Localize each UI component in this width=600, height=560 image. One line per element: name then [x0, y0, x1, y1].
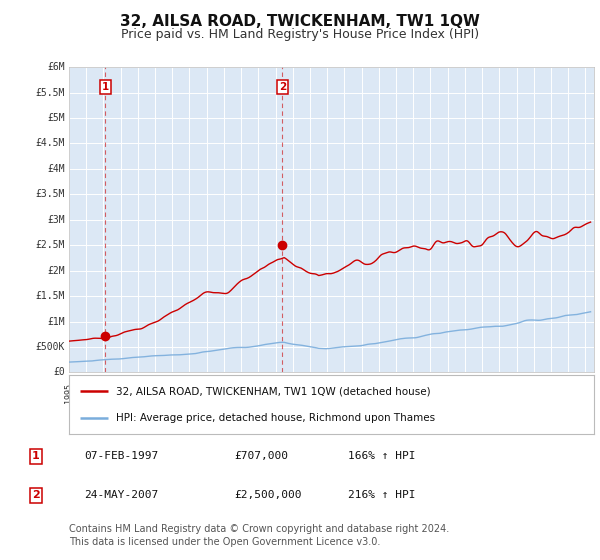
Text: 2009: 2009: [305, 383, 314, 403]
Text: 2021: 2021: [512, 383, 521, 403]
Text: 2024: 2024: [563, 383, 572, 403]
Text: 166% ↑ HPI: 166% ↑ HPI: [348, 451, 415, 461]
Text: 2011: 2011: [340, 383, 349, 403]
Text: 2010: 2010: [323, 383, 332, 403]
Text: 2019: 2019: [478, 383, 487, 403]
Text: Price paid vs. HM Land Registry's House Price Index (HPI): Price paid vs. HM Land Registry's House …: [121, 28, 479, 41]
Text: 1: 1: [32, 451, 40, 461]
Text: £1.5M: £1.5M: [35, 291, 65, 301]
Text: 2006: 2006: [254, 383, 263, 403]
Text: 216% ↑ HPI: 216% ↑ HPI: [348, 490, 415, 500]
Text: 2023: 2023: [547, 383, 556, 403]
Text: £500K: £500K: [35, 342, 65, 352]
Text: 1999: 1999: [133, 383, 142, 403]
Text: 24-MAY-2007: 24-MAY-2007: [84, 490, 158, 500]
Text: 2000: 2000: [151, 383, 160, 403]
Text: 2001: 2001: [168, 383, 177, 403]
Text: 1997: 1997: [99, 383, 108, 403]
Text: 2013: 2013: [374, 383, 383, 403]
Text: 32, AILSA ROAD, TWICKENHAM, TW1 1QW (detached house): 32, AILSA ROAD, TWICKENHAM, TW1 1QW (det…: [116, 386, 431, 396]
Text: 2018: 2018: [460, 383, 469, 403]
Text: £5M: £5M: [47, 113, 65, 123]
Text: 2016: 2016: [426, 383, 435, 403]
Text: 2005: 2005: [236, 383, 245, 403]
Text: £1M: £1M: [47, 316, 65, 326]
Text: 2008: 2008: [288, 383, 297, 403]
Text: 2020: 2020: [495, 383, 504, 403]
Text: Contains HM Land Registry data © Crown copyright and database right 2024.
This d: Contains HM Land Registry data © Crown c…: [69, 524, 449, 547]
Text: £4M: £4M: [47, 164, 65, 174]
Text: £2M: £2M: [47, 265, 65, 276]
Text: 32, AILSA ROAD, TWICKENHAM, TW1 1QW: 32, AILSA ROAD, TWICKENHAM, TW1 1QW: [120, 14, 480, 29]
Text: £3.5M: £3.5M: [35, 189, 65, 199]
Text: 1998: 1998: [116, 383, 125, 403]
Text: 2015: 2015: [409, 383, 418, 403]
Text: 2025: 2025: [581, 383, 590, 403]
Text: 07-FEB-1997: 07-FEB-1997: [84, 451, 158, 461]
Text: 2017: 2017: [443, 383, 452, 403]
Text: £2.5M: £2.5M: [35, 240, 65, 250]
Text: 1995: 1995: [65, 383, 74, 403]
Text: 2004: 2004: [220, 383, 229, 403]
Text: 1996: 1996: [82, 383, 91, 403]
Text: 2002: 2002: [185, 383, 194, 403]
Text: £6M: £6M: [47, 62, 65, 72]
Text: 2014: 2014: [392, 383, 401, 403]
Text: £4.5M: £4.5M: [35, 138, 65, 148]
Text: 2012: 2012: [357, 383, 366, 403]
Text: 2003: 2003: [202, 383, 211, 403]
Text: £707,000: £707,000: [234, 451, 288, 461]
Text: £3M: £3M: [47, 215, 65, 225]
Text: HPI: Average price, detached house, Richmond upon Thames: HPI: Average price, detached house, Rich…: [116, 413, 436, 423]
Text: 2022: 2022: [529, 383, 538, 403]
Text: 2007: 2007: [271, 383, 280, 403]
Text: £2,500,000: £2,500,000: [234, 490, 302, 500]
Text: 2: 2: [279, 82, 286, 92]
Text: £5.5M: £5.5M: [35, 87, 65, 97]
Text: 1: 1: [101, 82, 109, 92]
Text: £0: £0: [53, 367, 65, 377]
Text: 2: 2: [32, 490, 40, 500]
